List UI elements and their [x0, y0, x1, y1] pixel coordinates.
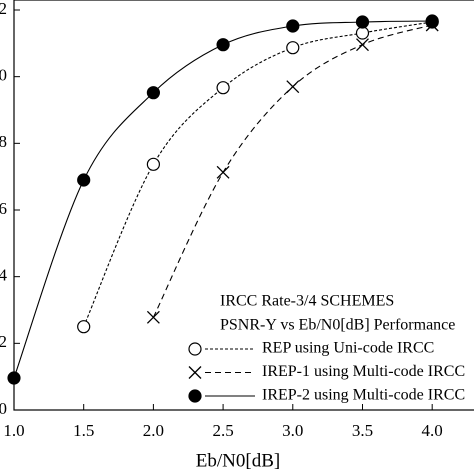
- cross-stroke: [286, 80, 300, 94]
- x-tick-label: 1.0: [3, 421, 24, 440]
- cross-stroke: [146, 310, 160, 324]
- marker-open: [286, 41, 300, 55]
- y-tick-label: 34: [0, 266, 8, 285]
- x-tick-label: 4.0: [422, 421, 443, 440]
- series-line: [83, 21, 433, 327]
- marker-filled: [216, 38, 230, 52]
- legend-subtitle: PSNR-Y vs Eb/N0[dB] Performance: [220, 317, 455, 334]
- marker-cross: [146, 310, 160, 324]
- marker-open: [77, 320, 91, 334]
- marker-open: [216, 81, 230, 95]
- y-tick-label: 36: [0, 199, 7, 218]
- marker-filled: [146, 86, 160, 100]
- y-tick-label: 32: [0, 332, 7, 351]
- cross-stroke: [188, 366, 202, 379]
- legend-label: REP using Uni-code IRCC: [262, 340, 434, 357]
- marker-open: [188, 342, 202, 356]
- marker-filled: [286, 19, 300, 33]
- marker-open: [355, 26, 370, 40]
- legend-title: IRCC Rate-3/4 SCHEMES: [220, 293, 394, 310]
- legend-label: IREP-1 using Multi-code IRCC: [262, 363, 465, 380]
- x-tick-label: 2.5: [212, 421, 233, 440]
- x-tick-label: 3.5: [352, 421, 373, 440]
- y-tick-label: 40: [0, 66, 7, 85]
- y-tick-label: 42: [0, 0, 7, 18]
- marker-filled: [7, 371, 21, 385]
- x-tick-label: 1.5: [73, 421, 94, 440]
- cross-stroke: [356, 38, 369, 52]
- x-tick-label: 3.0: [282, 421, 303, 440]
- marker-cross: [216, 165, 230, 179]
- marker-cross: [356, 38, 369, 52]
- marker-filled: [77, 173, 91, 187]
- y-tick-label: 30: [0, 399, 7, 418]
- marker-filled: [188, 389, 202, 403]
- plot-frame: [13, 0, 474, 411]
- x-axis-label: Eb/N0[dB]: [196, 450, 280, 471]
- marker-open: [146, 157, 160, 171]
- series-line: [152, 24, 433, 318]
- legend-label: IREP-2 using Multi-code IRCC: [262, 387, 465, 404]
- marker-cross: [188, 366, 202, 379]
- marker-filled: [425, 14, 439, 28]
- y-tick-label: 38: [0, 132, 7, 151]
- marker-cross: [286, 80, 300, 94]
- x-tick-label: 2.0: [143, 421, 164, 440]
- marker-filled: [355, 15, 370, 29]
- cross-stroke: [216, 165, 230, 179]
